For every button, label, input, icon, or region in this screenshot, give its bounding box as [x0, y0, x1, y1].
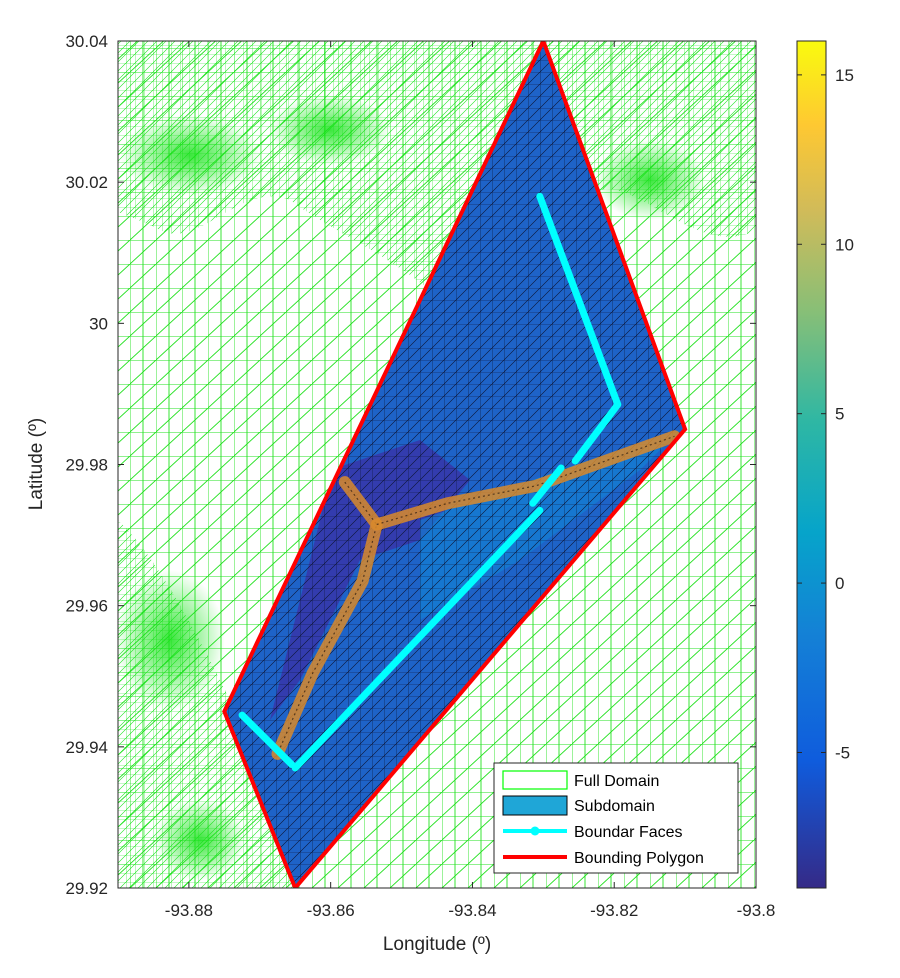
x-tick-label: -93.82 [590, 901, 638, 920]
legend-label-bounding-polygon: Bounding Polygon [574, 850, 704, 867]
y-tick-label: 29.92 [65, 879, 108, 898]
x-tick-label: -93.84 [448, 901, 496, 920]
channel-line-mesh [276, 481, 378, 755]
x-tick-label: -93.86 [307, 901, 355, 920]
x-axis: -93.88 -93.86 -93.84 -93.82 -93.8 [165, 41, 776, 920]
bounding-polygon [222, 41, 688, 888]
full-domain-dense-patch [595, 140, 705, 220]
boundary-face [291, 506, 544, 772]
x-tick-label: -93.8 [737, 901, 776, 920]
full-domain-dense-patch [270, 95, 390, 165]
colorbar-tick-label: 10 [835, 235, 854, 254]
channel-line [370, 430, 681, 531]
y-tick-label: 29.98 [65, 456, 108, 475]
colorbar-tick-label: 15 [835, 66, 854, 85]
full-domain-dense-patch [155, 800, 245, 880]
y-tick-label: 30 [89, 314, 108, 333]
x-tick-label: -93.88 [165, 901, 213, 920]
colorbar-tick-label: 0 [835, 574, 844, 593]
y-axis-label: Latitude (º) [26, 418, 47, 511]
x-axis-label: Longitude (º) [383, 934, 491, 955]
legend-label-boundary-faces: Boundar Faces [574, 824, 683, 841]
legend-swatch-full-domain [502, 770, 568, 790]
colorbar-ticks: -5 0 5 10 15 [797, 66, 854, 762]
colorbar-tick-label: 5 [835, 405, 844, 424]
y-tick-label: 30.04 [65, 32, 108, 51]
channel-centerline [271, 430, 681, 760]
legend-swatch-subdomain [502, 795, 568, 816]
boundary-face [238, 711, 296, 768]
y-axis: 29.92 29.94 29.96 29.98 30 30.02 30.04 [65, 32, 756, 898]
full-domain-dense-patch [118, 570, 225, 710]
legend-label-subdomain: Subdomain [574, 798, 655, 815]
y-tick-label: 29.94 [65, 738, 108, 757]
y-tick-label: 29.96 [65, 597, 108, 616]
full-domain-mesh-dense-north [118, 41, 756, 290]
boundary-face [536, 192, 622, 465]
legend-marker-boundary-faces [530, 826, 540, 836]
y-tick-label: 30.02 [65, 173, 108, 192]
legend: Full Domain Subdomain Boundar Faces Boun… [493, 762, 739, 874]
full-domain-dense-patch [120, 115, 260, 195]
plot-area [118, 41, 756, 888]
legend-label-full-domain: Full Domain [574, 773, 659, 790]
colorbar [796, 40, 827, 889]
boundary-faces [238, 192, 622, 772]
colorbar-tick-label: -5 [835, 743, 850, 762]
boundary-face [529, 464, 565, 507]
